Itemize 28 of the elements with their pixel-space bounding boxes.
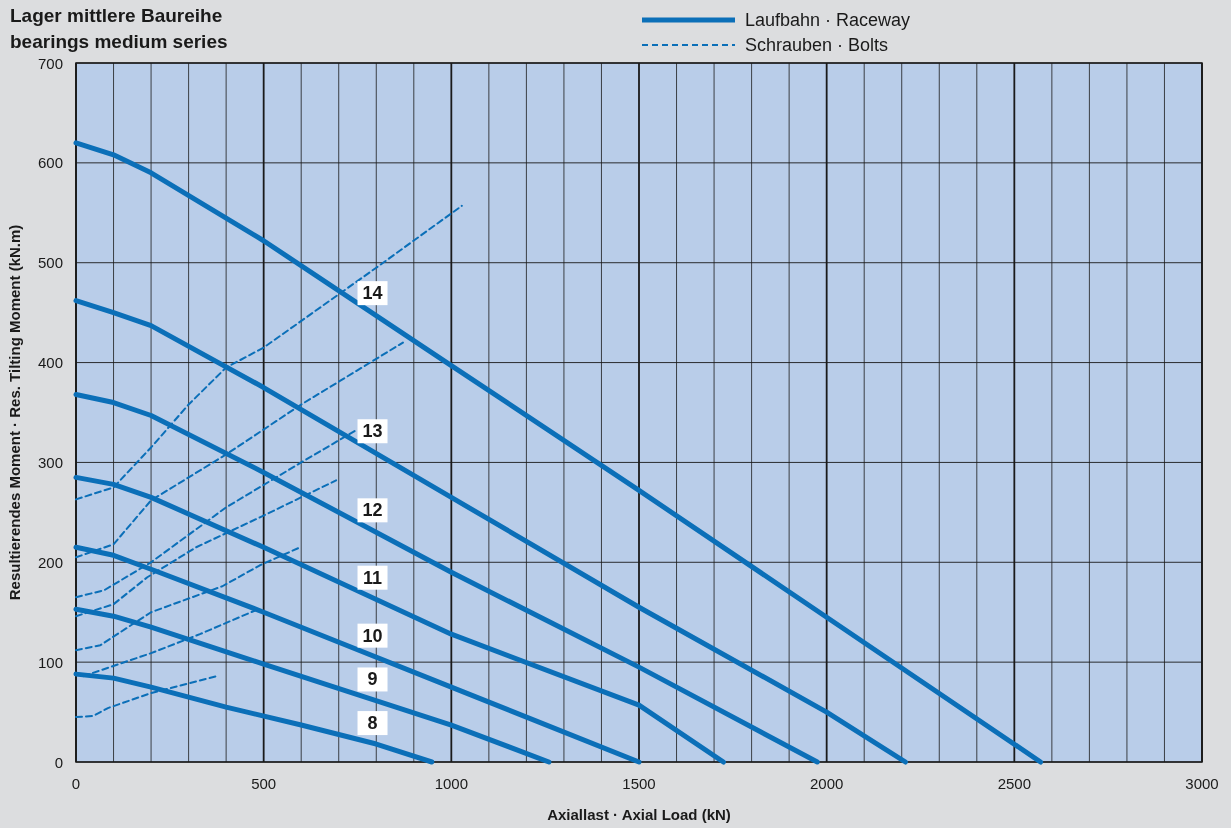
- y-axis-title: Resultierendes Moment · Res. Tilting Moment (kN.m): [6, 224, 23, 601]
- y-tick-label: 300: [37, 453, 63, 471]
- y-tick-label: 100: [37, 653, 63, 671]
- y-tick-label: 500: [37, 254, 63, 272]
- x-axis-title: Axiallast · Axial Load (kN): [547, 806, 731, 823]
- x-tick-label: 2000: [809, 775, 844, 792]
- series-label: 9: [367, 669, 378, 690]
- x-tick-label: 1000: [434, 775, 469, 792]
- series-label: 11: [363, 567, 383, 588]
- x-tick-label: 0: [71, 775, 81, 792]
- series-label: 13: [362, 421, 383, 442]
- y-tick-label: 200: [37, 553, 63, 571]
- x-tick-label: 500: [251, 775, 277, 792]
- y-tick-label: 400: [37, 354, 63, 372]
- x-tick-label: 1500: [622, 775, 656, 792]
- chart-subtitle: bearings medium series: [10, 31, 228, 52]
- y-tick-label: 0: [54, 753, 63, 771]
- series-label: 10: [362, 625, 383, 646]
- text: Laufbahn · Raceway: [745, 10, 911, 30]
- x-tick-label: 2500: [997, 775, 1032, 792]
- series-label: 12: [362, 500, 383, 521]
- series-label: 14: [362, 283, 383, 304]
- text: Schrauben · Bolts: [745, 35, 889, 55]
- y-tick-label: 600: [37, 154, 63, 172]
- y-tick-label: 700: [37, 54, 63, 72]
- series-label: 8: [367, 713, 378, 734]
- x-tick-label: 3000: [1185, 775, 1219, 792]
- chart-title: Lager mittlere Baureihe: [10, 5, 223, 26]
